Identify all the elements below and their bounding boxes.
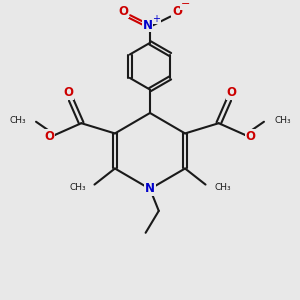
Text: CH₃: CH₃ [214, 183, 231, 192]
Text: N: N [145, 182, 155, 196]
Text: CH₃: CH₃ [274, 116, 291, 125]
Text: O: O [118, 5, 128, 18]
Text: CH₃: CH₃ [69, 183, 86, 192]
Text: −: − [180, 0, 190, 9]
Text: O: O [227, 86, 237, 99]
Text: O: O [45, 130, 55, 143]
Text: O: O [172, 5, 182, 18]
Text: +: + [152, 14, 160, 24]
Text: O: O [245, 130, 255, 143]
Text: N: N [143, 19, 153, 32]
Text: O: O [63, 86, 73, 99]
Text: CH₃: CH₃ [9, 116, 26, 125]
